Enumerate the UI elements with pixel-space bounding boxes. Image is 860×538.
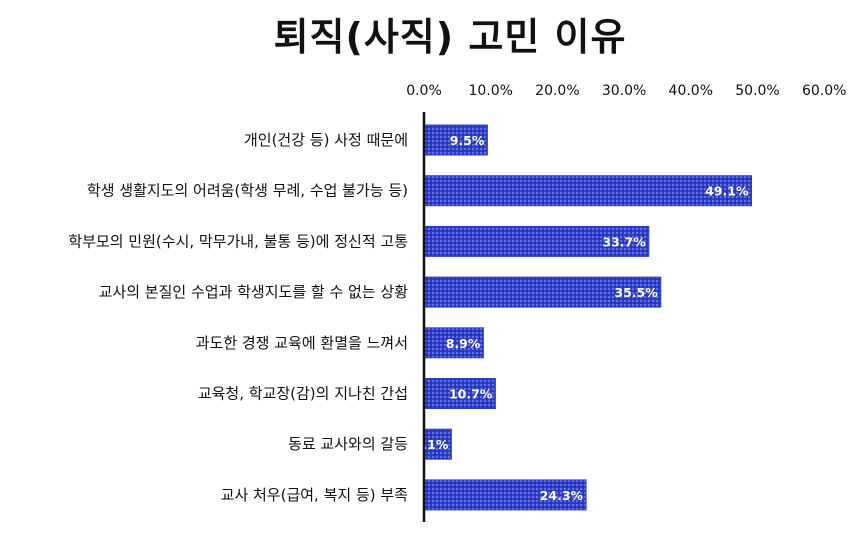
x-tick-label: 40.0% bbox=[669, 83, 713, 99]
data-label: 24.3% bbox=[540, 488, 584, 503]
bar bbox=[423, 327, 484, 359]
category-label: 과도한 경쟁 교육에 환멸을 느껴서 bbox=[196, 334, 408, 352]
data-label: 8.9% bbox=[446, 336, 481, 351]
bar bbox=[423, 225, 650, 257]
category-label: 교사의 본질인 수업과 학생지도를 할 수 없는 상황 bbox=[99, 283, 409, 301]
category-label: 학부모의 민원(수시, 막무가내, 불통 등)에 정신적 고통 bbox=[68, 232, 408, 250]
bar bbox=[423, 378, 496, 409]
x-tick-label: 20.0% bbox=[535, 83, 579, 99]
data-label: 4.1% bbox=[414, 437, 449, 452]
data-label: 10.7% bbox=[449, 387, 493, 402]
bar bbox=[423, 428, 452, 460]
bars bbox=[423, 124, 752, 511]
x-tick-label: 30.0% bbox=[602, 83, 646, 99]
x-axis-ticks: 0.0% 10.0% 20.0% 30.0% 40.0% 50.0% 60.0% bbox=[406, 83, 846, 99]
data-label: 35.5% bbox=[614, 285, 658, 300]
category-label: 동료 교사와의 갈등 bbox=[288, 435, 408, 453]
data-label: 33.7% bbox=[602, 234, 646, 249]
category-label: 교사 처우(급여, 복지 등) 부족 bbox=[221, 486, 409, 504]
x-tick-label: 50.0% bbox=[735, 83, 779, 99]
category-label: 교육청, 학교장(감)의 지나친 간섭 bbox=[198, 385, 408, 403]
bar bbox=[423, 124, 488, 156]
category-label: 학생 생활지도의 어려움(학생 무례, 수업 불가능 등) bbox=[87, 182, 408, 200]
category-label: 개인(건강 등) 사정 때문에 bbox=[244, 131, 408, 149]
x-tick-label: 60.0% bbox=[802, 83, 846, 99]
data-labels: 9.5% 49.1% 33.7% 35.5% 8.9% 10.7% 4.1% 24.3% bbox=[414, 133, 749, 503]
bar bbox=[423, 276, 662, 308]
data-label: 49.1% bbox=[705, 184, 749, 199]
bar bbox=[423, 479, 587, 511]
x-tick-label: 10.0% bbox=[468, 83, 512, 99]
bar bbox=[423, 175, 752, 207]
data-label: 9.5% bbox=[450, 133, 485, 148]
x-tick-label: 0.0% bbox=[406, 83, 442, 99]
chart-title: 퇴직(사직) 고민 이유 bbox=[273, 15, 627, 59]
